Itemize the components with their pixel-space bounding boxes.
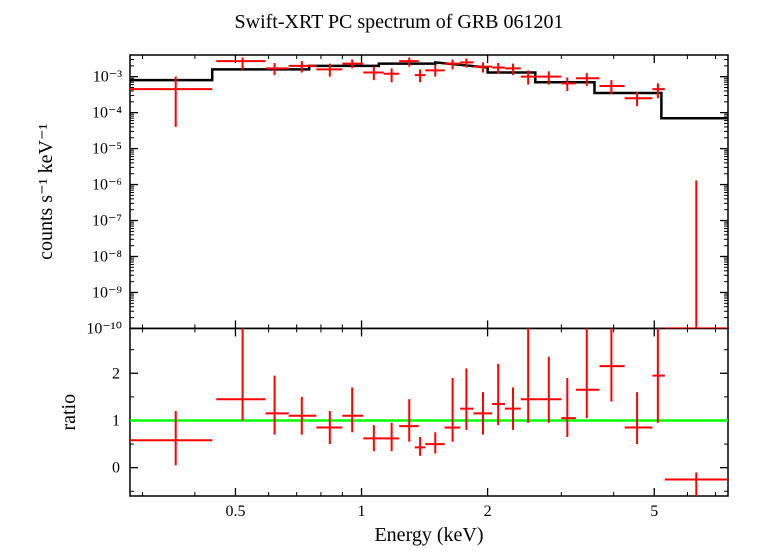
svg-text:ratio: ratio xyxy=(58,394,80,431)
svg-text:Swift-XRT PC spectrum of GRB 0: Swift-XRT PC spectrum of GRB 061201 xyxy=(235,11,564,33)
svg-text:counts s⁻¹ keV⁻¹: counts s⁻¹ keV⁻¹ xyxy=(35,123,57,259)
svg-text:10⁻⁷: 10⁻⁷ xyxy=(92,213,122,230)
svg-text:0.5: 0.5 xyxy=(225,503,245,520)
svg-text:10⁻³: 10⁻³ xyxy=(93,69,122,86)
svg-text:2: 2 xyxy=(112,365,120,382)
svg-text:10⁻⁶: 10⁻⁶ xyxy=(92,177,122,194)
svg-text:10⁻⁴: 10⁻⁴ xyxy=(92,105,122,122)
svg-text:2: 2 xyxy=(484,503,492,520)
svg-text:1: 1 xyxy=(112,412,120,429)
svg-text:10⁻⁵: 10⁻⁵ xyxy=(92,141,122,158)
svg-text:5: 5 xyxy=(650,503,658,520)
svg-text:10⁻⁸: 10⁻⁸ xyxy=(92,248,122,265)
svg-text:0: 0 xyxy=(112,460,120,477)
svg-text:10⁻⁹: 10⁻⁹ xyxy=(92,284,122,301)
spectrum-chart: Swift-XRT PC spectrum of GRB 061201 0.5 1 2… xyxy=(0,0,758,556)
svg-text:Energy (keV): Energy (keV) xyxy=(374,524,483,546)
svg-text:1: 1 xyxy=(358,503,366,520)
svg-text:10⁻¹⁰: 10⁻¹⁰ xyxy=(86,320,122,337)
